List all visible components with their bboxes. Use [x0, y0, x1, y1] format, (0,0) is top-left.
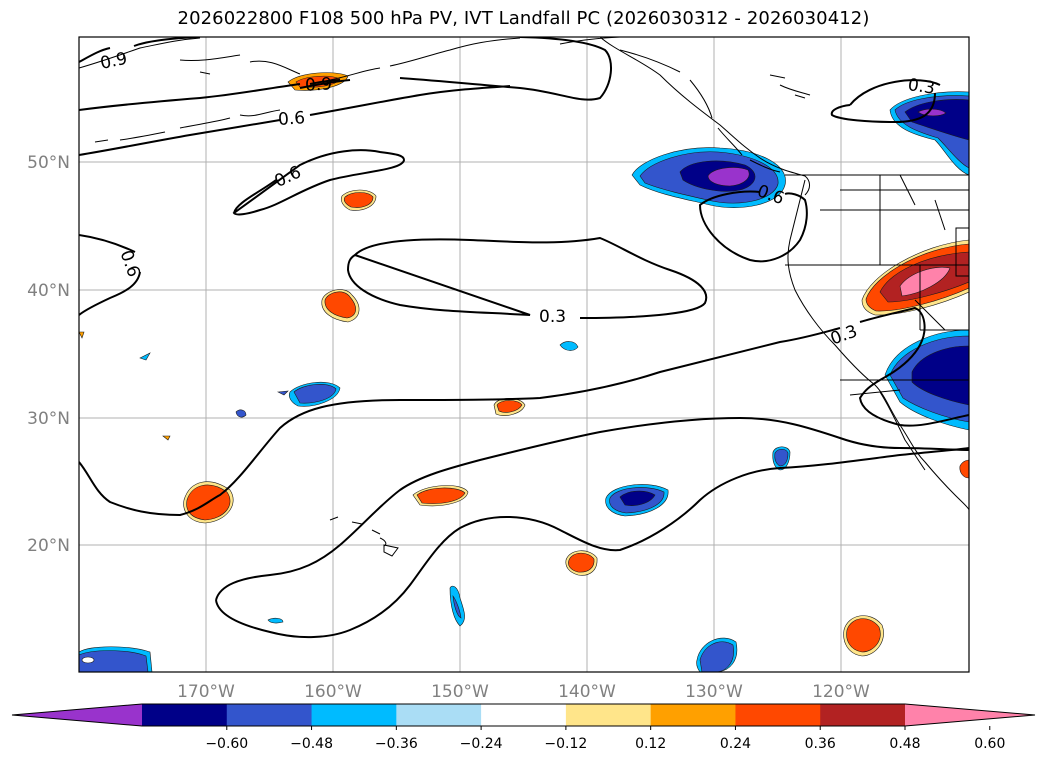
lon-label: 160°W — [304, 682, 362, 702]
contour-label: 0.3 — [539, 307, 566, 327]
colorbar-swatch — [820, 704, 906, 726]
colorbar-tick-label: −0.36 — [375, 736, 418, 752]
contour-line — [79, 79, 341, 111]
lat-label: 20°N — [27, 536, 70, 556]
colorbar-tick-label: −0.48 — [290, 736, 333, 752]
colorbar-tick-label: 0.24 — [720, 736, 751, 752]
colorbar-swatch — [650, 704, 736, 726]
contour-line — [232, 149, 406, 216]
colorbar-swatch — [396, 704, 482, 726]
colorbar-tick-label: 0.12 — [635, 736, 666, 752]
contour-line — [79, 37, 612, 101]
colorbar-swatch — [481, 704, 567, 726]
colorbar-tick-label: −0.60 — [205, 736, 248, 752]
lon-label: 170°W — [177, 682, 235, 702]
coastline — [79, 37, 969, 557]
contour-line — [79, 85, 511, 156]
contour-line — [215, 447, 969, 639]
colorbar-tick-label: 0.60 — [974, 736, 1005, 752]
pv-contours — [79, 37, 969, 639]
colorbar-outline — [11, 703, 1036, 727]
map-title: 2026022800 F108 500 hPa PV, IVT Landfall… — [177, 8, 870, 29]
lat-label: 40°N — [27, 281, 70, 301]
lon-label: 150°W — [431, 682, 489, 702]
colorbar-swatch — [565, 704, 652, 726]
map-frame — [78, 36, 970, 673]
colorbar-swatch — [226, 704, 313, 726]
graticule — [79, 37, 969, 672]
colorbar-swatch — [311, 704, 397, 726]
latitude-labels: 50°N 40°N 30°N 20°N — [27, 153, 70, 556]
lon-label: 130°W — [685, 682, 743, 702]
contour-line — [79, 306, 969, 517]
contour-line — [346, 236, 708, 319]
colorbar-extend-min — [12, 704, 142, 726]
colorbar — [11, 703, 1036, 730]
lat-label: 30°N — [27, 409, 70, 429]
colorbar-tick-label: −0.12 — [544, 736, 587, 752]
alaska-coastline — [79, 37, 521, 81]
contour-label: 0.3 — [907, 75, 937, 99]
lat-label: 50°N — [27, 153, 70, 173]
lon-label: 140°W — [558, 682, 616, 702]
longitude-labels: 170°W 160°W 150°W 140°W 130°W 120°W — [177, 682, 870, 702]
contour-label: 0.9 — [305, 74, 333, 95]
colorbar-ticks: −0.60 −0.48 −0.36 −0.24 −0.12 0.12 0.24 0.36 0.4… — [205, 736, 1005, 752]
colorbar-swatch — [735, 704, 821, 726]
contour-label: 0.6 — [277, 108, 305, 130]
contour-line — [698, 190, 808, 263]
colorbar-tick-label: 0.48 — [889, 736, 920, 752]
contour-line — [830, 79, 941, 124]
colorbar-swatch — [142, 704, 228, 726]
map-background — [79, 37, 969, 672]
contour-line — [215, 416, 969, 601]
lon-label: 120°W — [812, 682, 870, 702]
colorbar-tick-label: −0.24 — [460, 736, 503, 752]
colorbar-tick-label: 0.36 — [805, 736, 836, 752]
colorbar-extend-max — [905, 704, 1035, 726]
us-west-coastline — [787, 179, 969, 511]
contour-line — [79, 234, 141, 316]
